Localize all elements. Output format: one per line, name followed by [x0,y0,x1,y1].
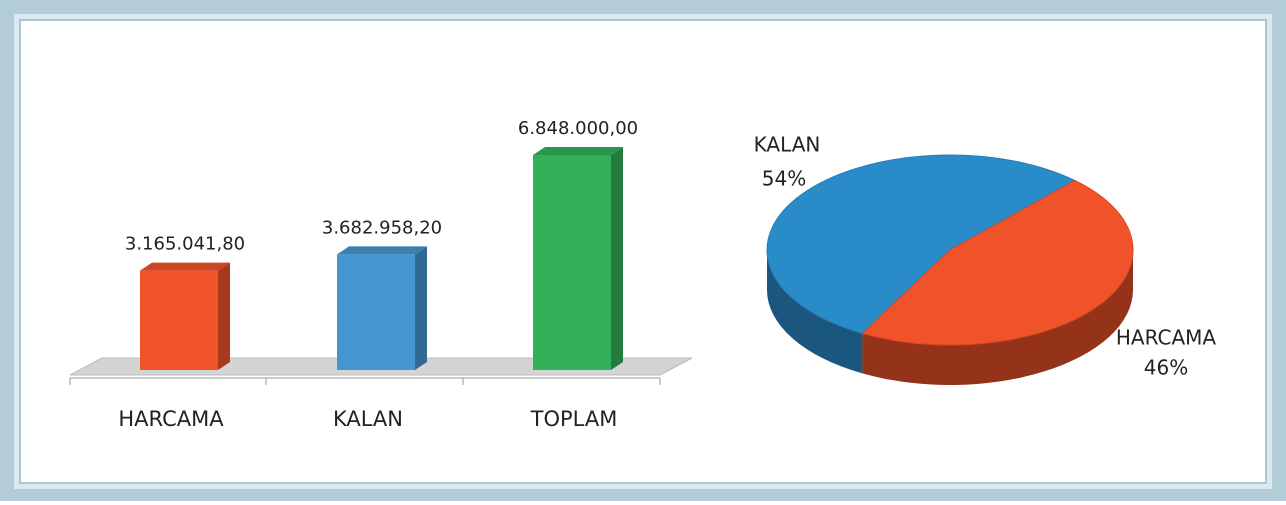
bar [140,270,218,370]
x-tick-label: KALAN [333,407,403,431]
pie-label: HARCAMA [1116,326,1217,350]
value-label: 3.165.041,80 [125,234,245,255]
x-tick-label: HARCAMA [118,407,224,431]
value-label: 6.848.000,00 [518,118,638,139]
bar-top [140,262,230,271]
bar [337,254,415,370]
bar [533,155,611,370]
bar-side [218,262,230,370]
pie-label: KALAN [754,133,821,157]
pie-value-label: 54% [762,167,806,191]
x-tick-label: TOPLAM [530,407,618,431]
value-label: 3.682.958,20 [322,217,442,238]
pie-side [767,250,863,374]
bar-top [533,147,623,155]
bar-side [611,147,623,370]
pie-slice [766,154,1076,334]
bar-top [337,246,427,255]
bar-side [415,246,427,370]
pie-slice [861,179,1134,346]
pie-value-label: 46% [1144,356,1188,380]
pie-side [862,250,1133,385]
